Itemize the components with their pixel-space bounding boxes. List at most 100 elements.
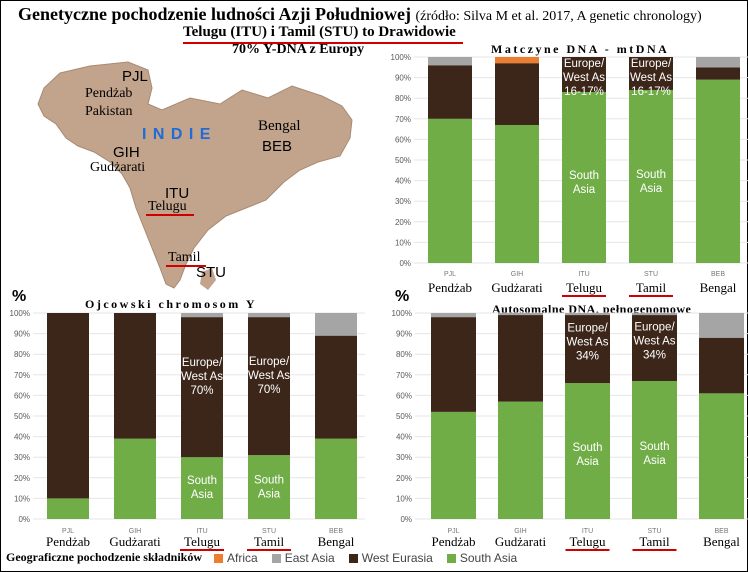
ychr-bar-pjl-south-asia [47,498,89,519]
ychr-category-code: BEB [329,528,343,535]
auto-annotation-stu: South [639,441,669,453]
auto-bar-beb-south-asia [699,393,744,519]
ychr-category-name: Tamil [254,534,285,549]
ychr-percent-symbol: % [12,288,27,305]
ychr-ytick-label: 50% [14,412,30,421]
legend-label: East Asia [284,551,335,565]
ychr-bar-itu-west-eurasia [181,317,223,458]
auto-bar-beb-east-asia [699,313,744,338]
mtdna-category-code: ITU [578,271,589,278]
ychr-category-code: STU [262,528,276,535]
map-itu-underline [146,214,194,216]
mtdna-ytick-label: 30% [395,197,411,206]
auto-annotation-itu: Asia [576,456,599,468]
auto-annotation-itu: 34% [576,351,599,363]
source-note: (źródło: Silva M et al. 2017, A genetic … [415,9,702,24]
auto-annotation-stu: West As [634,336,676,348]
ychr-bar-itu-east-asia [181,313,223,318]
mtdna-ytick-label: 80% [395,94,411,103]
mtdna-annotation-itu: 16-17% [564,86,604,98]
auto-ytick-label: 90% [396,330,412,339]
mtdna-ytick-label: 60% [395,135,411,144]
mtdna-bar-itu-west-eurasia [562,57,606,93]
mtdna-bar-beb-west-eurasia [696,67,740,80]
legend-item: Africa [214,550,258,566]
map-island [200,268,216,290]
ychr-annotation-itu: Asia [191,489,214,501]
auto-bar-stu-south-asia [632,380,677,519]
auto-annotation-stu: Europe/ [634,322,675,334]
mtdna-category-code: GIH [511,271,523,278]
mtdna-chart-title: Matczyne DNA - mtDNA [491,42,670,56]
auto-annotation-stu: 34% [643,350,666,362]
mtdna-annotation-itu: Europe/ [564,58,605,70]
ychr-ytick-label: 40% [14,433,30,442]
mtdna-bar-pjl-east-asia [428,57,472,66]
ychr-category-name: Pendżab [46,534,90,549]
auto-ytick-label: 60% [396,391,412,400]
mtdna-bar-gih-africa [495,57,539,64]
ychr-category-name: Bengal [318,534,355,549]
legend-item: South Asia [446,550,517,566]
ychr-category-code: GIH [129,528,141,535]
ychr-bar-stu-west-eurasia [248,317,290,456]
auto-bar-stu-west-eurasia [632,315,677,381]
ychr-chart-title: Ojcowski chromosom Y [85,297,257,311]
ychr-category-name: Telugu [184,534,220,549]
auto-bar-itu-south-asia [565,383,610,519]
mtdna-bar-stu-west-eurasia [629,57,673,90]
mtdna-ytick-label: 20% [395,218,411,227]
ychr-bar-itu-south-asia [181,457,223,519]
legend-swatch [271,553,281,563]
auto-category-code: BEB [714,528,728,535]
mtdna-category-name: Pendżab [428,280,472,295]
map-label-itu-code: ITU [165,185,190,202]
map-label-pjl-name2: Pakistan [85,104,133,119]
south-asia-map [37,61,353,290]
auto-ytick-label: 0% [400,515,412,524]
ychr-ytick-label: 90% [14,330,30,339]
map-label-pjl-code: PJL [122,68,148,85]
map-landmass [37,61,353,289]
subtitle-underline [183,42,463,44]
mtdna-category-name: Gudżarati [491,280,543,295]
mtdna-ytick-label: 90% [395,74,411,83]
auto-category-name: Gudżarati [495,534,547,549]
ychr-annotation-stu: Europe/ [249,356,290,368]
ychr-bar-beb-east-asia [315,313,357,336]
map-label-beb-name: Bengal [258,118,301,134]
mtdna-ytick-label: 100% [391,53,411,62]
auto-ytick-label: 20% [396,474,412,483]
mtdna-bar-pjl-west-eurasia [428,65,472,119]
mtdna-category-name: Telugu [566,280,602,295]
ychr-ytick-label: 80% [14,350,30,359]
ychr-ytick-label: 60% [14,391,30,400]
map-label-stu-code: STU [196,264,226,281]
mtdna-category-name: Tamil [636,280,667,295]
mtdna-ytick-label: 70% [395,115,411,124]
ychr-annotation-stu: West As [248,370,290,382]
mtdna-ytick-label: 50% [395,156,411,165]
auto-bar-itu-east-asia [565,313,610,316]
auto-ytick-label: 40% [396,433,412,442]
auto-bar-gih-west-eurasia [498,315,543,402]
auto-ytick-label: 10% [396,494,412,503]
ychr-annotation-itu: West As [181,371,223,383]
auto-category-name: Tamil [639,534,670,549]
ychr-annotation-itu: Europe/ [182,357,223,369]
ychr-ytick-label: 70% [14,371,30,380]
map-tamil-underline [166,265,206,267]
ychr-bar-pjl-west-eurasia [47,313,89,499]
ychr-bar-stu-south-asia [248,455,290,519]
ychr-bar-beb-south-asia [315,438,357,519]
map-label-gih-code: GIH [113,144,140,161]
mtdna-bar-gih-west-eurasia [495,63,539,125]
mtdna-bar-itu-south-asia [562,92,606,264]
auto-bar-gih-east-asia [498,313,543,316]
ychr-bar-beb-west-eurasia [315,335,357,439]
ychr-bar-stu-east-asia [248,313,290,318]
ydna-note: 70% Y-DNA z Europy [232,42,365,57]
legend-title: Geograficzne pochodzenie składników [6,550,203,564]
ychr-bar-gih-south-asia [114,438,156,519]
